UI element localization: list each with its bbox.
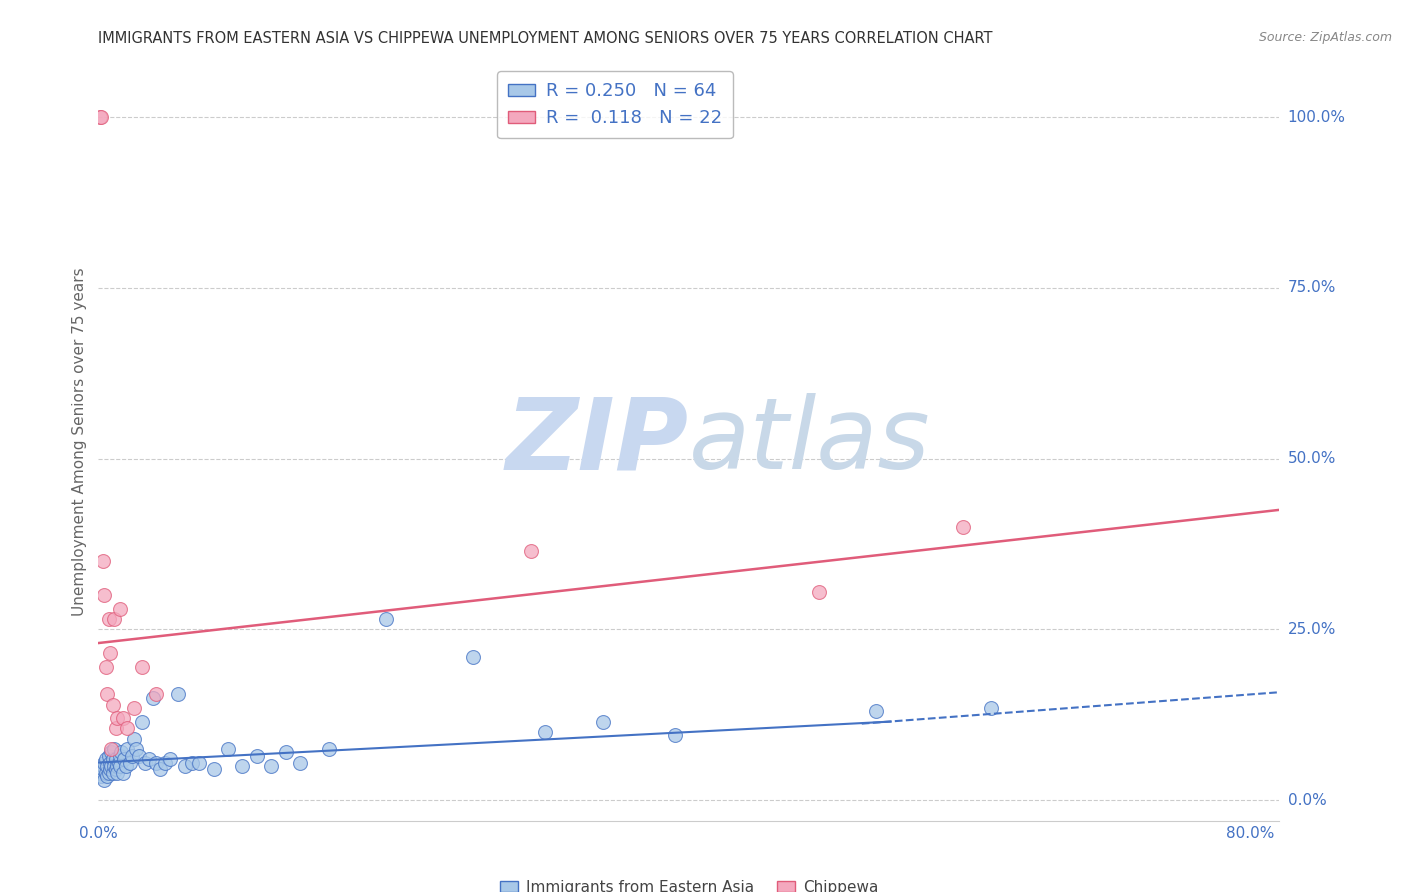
- Point: [101, 752, 124, 766]
- Point: [112, 752, 135, 766]
- Point: [93, 756, 115, 770]
- Point: [94, 660, 117, 674]
- Point: [128, 748, 150, 763]
- Point: [153, 756, 176, 770]
- Text: IMMIGRANTS FROM EASTERN ASIA VS CHIPPEWA UNEMPLOYMENT AMONG SENIORS OVER 75 YEAR: IMMIGRANTS FROM EASTERN ASIA VS CHIPPEWA…: [98, 31, 993, 46]
- Point: [105, 765, 128, 780]
- Text: 0.0%: 0.0%: [79, 826, 118, 841]
- Point: [318, 742, 340, 756]
- Point: [159, 752, 181, 766]
- Point: [89, 765, 111, 780]
- Point: [120, 756, 142, 770]
- Point: [217, 742, 239, 756]
- Point: [93, 772, 115, 787]
- Point: [97, 748, 120, 763]
- Point: [807, 584, 830, 599]
- Point: [519, 544, 541, 558]
- Point: [125, 742, 148, 756]
- Point: [103, 612, 125, 626]
- Point: [114, 759, 136, 773]
- Point: [103, 759, 125, 773]
- Point: [115, 722, 138, 736]
- Point: [952, 520, 974, 534]
- Text: atlas: atlas: [689, 393, 931, 490]
- Point: [149, 763, 172, 777]
- Text: Source: ZipAtlas.com: Source: ZipAtlas.com: [1258, 31, 1392, 45]
- Point: [107, 756, 129, 770]
- Point: [260, 759, 283, 773]
- Point: [100, 745, 122, 759]
- Point: [142, 690, 165, 705]
- Point: [980, 701, 1002, 715]
- Point: [231, 759, 253, 773]
- Point: [91, 759, 114, 773]
- Point: [375, 612, 398, 626]
- Point: [111, 765, 134, 780]
- Point: [288, 756, 311, 770]
- Point: [105, 711, 128, 725]
- Point: [173, 759, 195, 773]
- Point: [111, 711, 134, 725]
- Point: [246, 748, 269, 763]
- Point: [98, 763, 121, 777]
- Point: [91, 554, 114, 568]
- Point: [104, 763, 127, 777]
- Text: 25.0%: 25.0%: [1288, 622, 1336, 637]
- Text: ZIP: ZIP: [506, 393, 689, 490]
- Point: [100, 759, 122, 773]
- Point: [94, 752, 117, 766]
- Point: [108, 748, 131, 763]
- Point: [124, 731, 146, 746]
- Point: [138, 752, 160, 766]
- Point: [115, 742, 138, 756]
- Text: 75.0%: 75.0%: [1288, 280, 1336, 295]
- Point: [97, 612, 120, 626]
- Point: [121, 748, 143, 763]
- Text: 80.0%: 80.0%: [1226, 826, 1275, 841]
- Point: [101, 765, 124, 780]
- Point: [97, 765, 120, 780]
- Point: [96, 687, 118, 701]
- Point: [98, 756, 121, 770]
- Point: [103, 742, 125, 756]
- Point: [96, 769, 118, 783]
- Text: 0.0%: 0.0%: [1288, 793, 1326, 807]
- Point: [94, 765, 117, 780]
- Point: [461, 649, 484, 664]
- Point: [145, 756, 167, 770]
- Point: [108, 759, 131, 773]
- Point: [104, 722, 127, 736]
- Point: [188, 756, 211, 770]
- Point: [134, 756, 156, 770]
- Point: [98, 646, 121, 660]
- Point: [90, 769, 112, 783]
- Point: [96, 759, 118, 773]
- Point: [865, 704, 887, 718]
- Point: [131, 714, 153, 729]
- Point: [100, 742, 122, 756]
- Point: [91, 763, 114, 777]
- Point: [105, 759, 128, 773]
- Point: [104, 752, 127, 766]
- Point: [124, 701, 146, 715]
- Text: 100.0%: 100.0%: [1288, 110, 1346, 125]
- Point: [202, 763, 225, 777]
- Point: [592, 714, 614, 729]
- Point: [101, 698, 124, 712]
- Point: [274, 745, 297, 759]
- Point: [145, 687, 167, 701]
- Point: [89, 110, 111, 124]
- Point: [131, 660, 153, 674]
- Point: [93, 588, 115, 602]
- Point: [166, 687, 188, 701]
- Legend: Immigrants from Eastern Asia, Chippewa: Immigrants from Eastern Asia, Chippewa: [494, 874, 884, 892]
- Point: [534, 724, 557, 739]
- Point: [664, 728, 686, 742]
- Point: [108, 602, 131, 616]
- Point: [110, 745, 132, 759]
- Y-axis label: Unemployment Among Seniors over 75 years: Unemployment Among Seniors over 75 years: [72, 268, 87, 615]
- Point: [90, 110, 112, 124]
- Point: [181, 756, 204, 770]
- Text: 50.0%: 50.0%: [1288, 451, 1336, 467]
